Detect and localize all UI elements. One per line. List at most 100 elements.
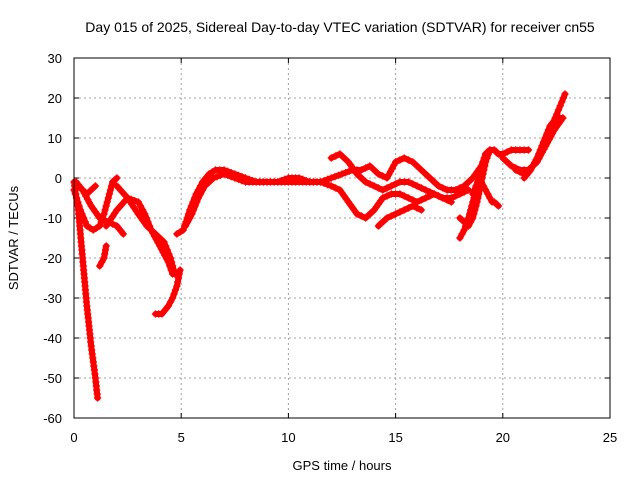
- data-point: [170, 266, 178, 274]
- y-tick-label: 20: [48, 91, 62, 106]
- data-point: [103, 198, 111, 206]
- x-axis-label: GPS time / hours: [293, 458, 392, 473]
- data-point: [539, 138, 548, 146]
- data-point: [357, 166, 365, 174]
- data-point: [165, 250, 173, 258]
- y-tick-label: -30: [43, 291, 62, 306]
- data-point: [541, 134, 549, 142]
- data-point: [486, 194, 494, 202]
- data-point: [96, 214, 104, 222]
- data-point: [238, 177, 246, 185]
- data-point: [400, 154, 408, 162]
- data-point: [141, 210, 149, 218]
- series-track-17: [490, 198, 503, 210]
- data-point: [417, 196, 425, 204]
- data-point: [104, 194, 112, 202]
- data-point: [466, 206, 475, 214]
- data-point: [188, 210, 196, 218]
- data-point: [531, 158, 539, 166]
- data-point: [404, 178, 413, 186]
- data-point: [469, 198, 477, 206]
- data-point: [118, 188, 126, 196]
- x-tick-label: 10: [281, 430, 295, 445]
- data-point: [391, 180, 400, 188]
- data-point: [479, 158, 487, 166]
- data-point: [101, 250, 109, 258]
- data-point: [176, 266, 184, 274]
- data-point: [173, 282, 181, 290]
- data-point: [220, 170, 228, 178]
- data-point: [524, 146, 533, 154]
- data-point: [544, 126, 553, 134]
- data-point: [168, 294, 177, 302]
- data-point: [224, 171, 232, 179]
- y-axis-label: SDTVAR / TECUs: [6, 185, 21, 290]
- y-tick-label: -40: [43, 331, 62, 346]
- data-point: [370, 182, 378, 190]
- plot-frame: [73, 57, 611, 419]
- data-point: [361, 164, 370, 172]
- data-point: [529, 162, 537, 170]
- data-point: [361, 178, 370, 186]
- data-point: [404, 156, 413, 164]
- data-point: [426, 188, 434, 196]
- data-point: [374, 170, 383, 178]
- data-point: [480, 154, 488, 162]
- data-point: [160, 238, 168, 246]
- series-track-15: [473, 146, 533, 178]
- data-point: [409, 196, 417, 204]
- data-point: [434, 182, 443, 190]
- series-track-2: [70, 174, 121, 234]
- data-point: [91, 182, 100, 190]
- data-point: [464, 186, 473, 194]
- data-point: [481, 186, 490, 194]
- data-point: [324, 181, 332, 189]
- data-point: [391, 210, 400, 218]
- data-point: [186, 214, 194, 222]
- data-point: [460, 226, 468, 234]
- data-point: [320, 179, 328, 187]
- data-point: [81, 218, 89, 226]
- data-point: [516, 168, 524, 176]
- data-point: [421, 186, 430, 194]
- data-point: [379, 194, 387, 202]
- data-point: [167, 258, 176, 266]
- data-point: [374, 184, 383, 192]
- data-point: [490, 198, 498, 206]
- data-point: [538, 142, 546, 150]
- data-point: [100, 216, 108, 224]
- data-point: [556, 102, 564, 110]
- data-point: [430, 190, 438, 198]
- data-point: [71, 190, 79, 198]
- data-point: [404, 194, 413, 202]
- data-point: [503, 148, 511, 156]
- data-point: [463, 218, 471, 226]
- data-point: [413, 198, 421, 206]
- data-point: [396, 190, 404, 198]
- data-point: [470, 186, 479, 194]
- data-point: [391, 158, 400, 166]
- data-point: [113, 174, 121, 182]
- data-point: [134, 198, 142, 206]
- data-point: [234, 175, 243, 183]
- data-point: [166, 254, 175, 262]
- data-point: [447, 194, 455, 202]
- data-point: [76, 206, 85, 214]
- data-point: [194, 194, 203, 202]
- series-track-10: [181, 170, 455, 230]
- data-point: [166, 298, 175, 306]
- data-point: [102, 242, 110, 250]
- data-point: [191, 202, 199, 210]
- data-point: [387, 212, 395, 220]
- data-point: [170, 290, 178, 298]
- data-point: [316, 178, 325, 186]
- data-point: [461, 222, 470, 230]
- data-point: [383, 214, 391, 222]
- data-point: [168, 262, 177, 270]
- data-point: [102, 202, 110, 210]
- data-point: [72, 194, 81, 202]
- data-point: [213, 173, 221, 181]
- data-point: [93, 394, 102, 402]
- data-point: [413, 204, 421, 212]
- data-point: [400, 206, 408, 214]
